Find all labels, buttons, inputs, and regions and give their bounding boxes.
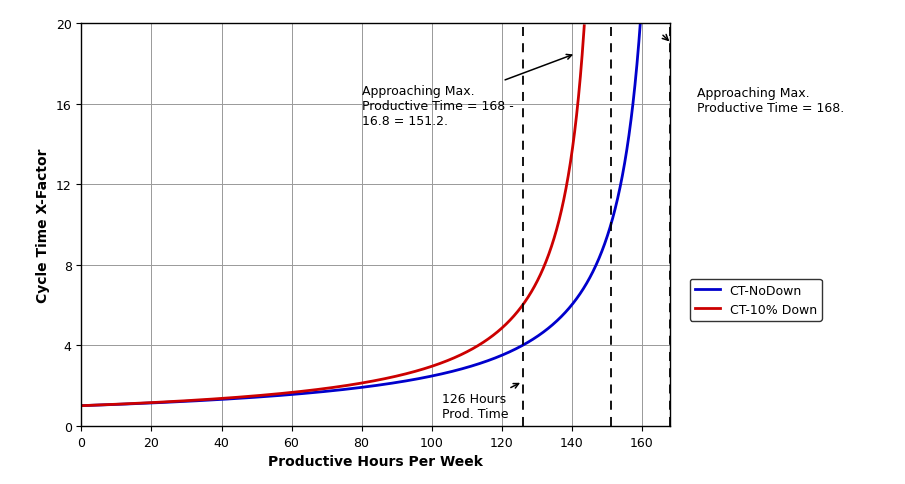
CT-10% Down	[78, 403, 89, 408]
CT-NoDown	[435, 371, 446, 377]
Line: CT-NoDown: CT-NoDown	[83, 25, 640, 406]
CT-10% Down	[111, 402, 122, 408]
CT-NoDown	[489, 356, 500, 362]
Line: CT-10% Down: CT-10% Down	[83, 27, 585, 406]
CT-NoDown	[260, 394, 271, 400]
CT-10% Down	[80, 403, 91, 408]
CT-10% Down	[91, 402, 102, 408]
Text: Approaching Max.
Productive Time = 168 -
16.8 = 151.2.: Approaching Max. Productive Time = 168 -…	[362, 55, 572, 127]
CT-NoDown	[634, 22, 645, 28]
Y-axis label: Cycle Time X-Factor: Cycle Time X-Factor	[36, 148, 51, 302]
Text: Approaching Max.
Productive Time = 168.: Approaching Max. Productive Time = 168.	[697, 87, 844, 115]
Legend: CT-NoDown, CT-10% Down: CT-NoDown, CT-10% Down	[690, 279, 822, 321]
Text: 126 Hours
Prod. Time: 126 Hours Prod. Time	[443, 384, 519, 420]
CT-10% Down	[579, 24, 590, 30]
CT-NoDown	[138, 401, 148, 407]
CT-NoDown	[78, 403, 89, 408]
X-axis label: Productive Hours Per Week: Productive Hours Per Week	[268, 454, 483, 468]
CT-10% Down	[500, 321, 511, 327]
CT-10% Down	[555, 214, 566, 220]
CT-NoDown	[107, 402, 118, 408]
CT-10% Down	[156, 399, 167, 405]
CT-NoDown	[409, 377, 420, 382]
